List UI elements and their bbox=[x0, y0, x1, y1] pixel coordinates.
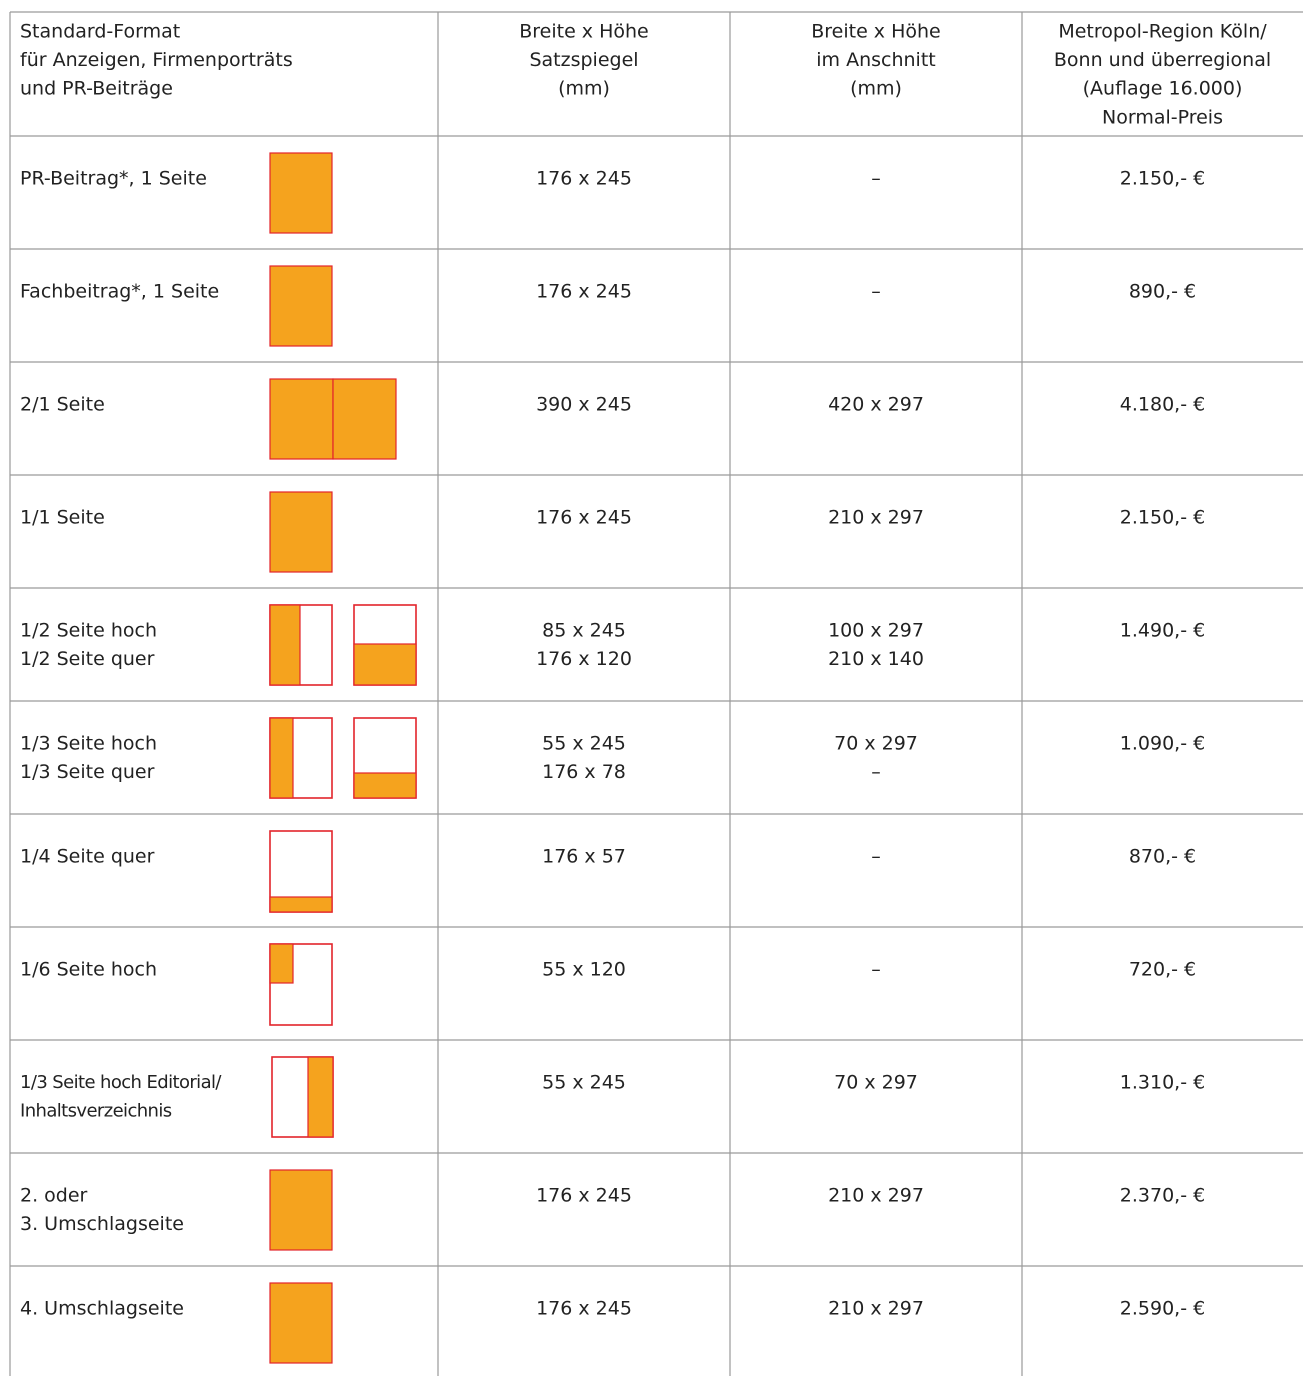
cell-text: 210 x 297 bbox=[828, 507, 924, 529]
cell-text: 176 x 245 bbox=[536, 507, 632, 529]
header-text: Breite x Höhe bbox=[811, 21, 941, 43]
row-label: 1/3 Seite hoch bbox=[20, 733, 157, 755]
cell-text: 55 x 245 bbox=[542, 733, 626, 755]
header-text: und PR-Beiträge bbox=[20, 78, 173, 100]
ad-area bbox=[269, 491, 333, 573]
row-label: 2. oder bbox=[20, 1185, 88, 1207]
cell-text: 2.370,- € bbox=[1120, 1185, 1205, 1207]
ad-area bbox=[269, 943, 294, 984]
row-label: 1/4 Seite quer bbox=[20, 846, 155, 868]
cell-text: 210 x 297 bbox=[828, 1185, 924, 1207]
cell-text: 176 x 245 bbox=[536, 1185, 632, 1207]
ad-area bbox=[353, 772, 417, 799]
cell-text: 2.150,- € bbox=[1120, 168, 1205, 190]
ad-area bbox=[269, 265, 333, 347]
cell-text: 210 x 140 bbox=[828, 648, 924, 670]
ad-area bbox=[269, 1169, 333, 1251]
cell-text: 70 x 297 bbox=[834, 1072, 918, 1094]
row-label: 1/3 Seite quer bbox=[20, 761, 155, 783]
cell-text: – bbox=[871, 761, 881, 783]
cell-text: 210 x 297 bbox=[828, 1298, 924, 1320]
ad-area bbox=[307, 1056, 334, 1138]
row-label: 2/1 Seite bbox=[20, 394, 105, 416]
cell-text: 100 x 297 bbox=[828, 620, 924, 642]
row-label: Inhaltsverzeichnis bbox=[20, 1101, 172, 1122]
cell-text: 176 x 57 bbox=[542, 846, 626, 868]
row-label: 1/6 Seite hoch bbox=[20, 959, 157, 981]
cell-text: – bbox=[871, 281, 881, 303]
cell-text: 176 x 245 bbox=[536, 1298, 632, 1320]
ad-area bbox=[269, 717, 294, 799]
header-text: Metropol-Region Köln/ bbox=[1058, 21, 1267, 43]
cell-text: 1.490,- € bbox=[1120, 620, 1205, 642]
row-label: 1/1 Seite bbox=[20, 507, 105, 529]
row-label: 1/3 Seite hoch Editorial/ bbox=[20, 1072, 222, 1093]
header-text: (Auflage 16.000) bbox=[1083, 78, 1243, 100]
header-text: im Anschnitt bbox=[816, 49, 935, 71]
header-text: Breite x Höhe bbox=[519, 21, 649, 43]
cell-text: – bbox=[871, 846, 881, 868]
ad-area bbox=[269, 604, 301, 686]
cell-text: 176 x 120 bbox=[536, 648, 632, 670]
cell-text: 55 x 120 bbox=[542, 959, 626, 981]
cell-text: 176 x 245 bbox=[536, 281, 632, 303]
cell-text: 70 x 297 bbox=[834, 733, 918, 755]
header-text: (mm) bbox=[850, 78, 902, 100]
ad-area bbox=[269, 896, 333, 913]
header-text: Normal-Preis bbox=[1102, 106, 1223, 128]
ad-area bbox=[353, 643, 417, 686]
row-label: PR-Beitrag*, 1 Seite bbox=[20, 168, 207, 190]
header-text: Standard-Format bbox=[20, 21, 180, 43]
cell-text: 1.310,- € bbox=[1120, 1072, 1205, 1094]
ad-area bbox=[332, 378, 397, 460]
cell-text: 390 x 245 bbox=[536, 394, 632, 416]
cell-text: 176 x 78 bbox=[542, 761, 626, 783]
cell-text: 420 x 297 bbox=[828, 394, 924, 416]
ad-area bbox=[269, 378, 334, 460]
header-text: Bonn und überregional bbox=[1054, 49, 1271, 71]
row-label: 4. Umschlagseite bbox=[20, 1298, 184, 1320]
ad-area bbox=[269, 152, 333, 234]
cell-text: 176 x 245 bbox=[536, 168, 632, 190]
cell-text: 870,- € bbox=[1129, 846, 1196, 868]
cell-text: – bbox=[871, 168, 881, 190]
cell-text: 4.180,- € bbox=[1120, 394, 1205, 416]
row-label: 3. Umschlagseite bbox=[20, 1213, 184, 1235]
header-text: Satzspiegel bbox=[529, 49, 638, 71]
row-label: 1/2 Seite quer bbox=[20, 648, 155, 670]
cell-text: 720,- € bbox=[1129, 959, 1196, 981]
cell-text: – bbox=[871, 959, 881, 981]
header-text: für Anzeigen, Firmenporträts bbox=[20, 49, 293, 71]
cell-text: 2.590,- € bbox=[1120, 1298, 1205, 1320]
row-label: Fachbeitrag*, 1 Seite bbox=[20, 281, 219, 303]
cell-text: 890,- € bbox=[1129, 281, 1196, 303]
row-label: 1/2 Seite hoch bbox=[20, 620, 157, 642]
cell-text: 2.150,- € bbox=[1120, 507, 1205, 529]
ad-area bbox=[269, 1282, 333, 1364]
cell-text: 1.090,- € bbox=[1120, 733, 1205, 755]
cell-text: 85 x 245 bbox=[542, 620, 626, 642]
header-text: (mm) bbox=[558, 78, 610, 100]
cell-text: 55 x 245 bbox=[542, 1072, 626, 1094]
